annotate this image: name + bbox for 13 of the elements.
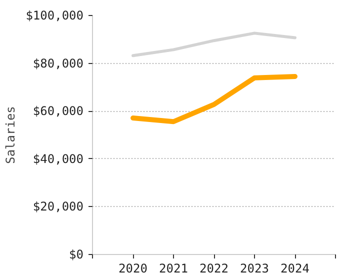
y-tick-label: $0 <box>69 248 84 262</box>
line-series <box>132 32 296 58</box>
y-tick-label: $20,000 <box>32 200 84 214</box>
y-tick-label: $100,000 <box>26 8 84 22</box>
y-tick-label: $40,000 <box>32 152 84 166</box>
x-tick-label: 2021 <box>159 262 188 275</box>
y-tick-label: $80,000 <box>32 56 84 70</box>
x-tick-label: 2023 <box>240 262 269 275</box>
x-tick-label: 2020 <box>118 262 148 275</box>
x-tick-label: 2022 <box>200 262 228 275</box>
y-tick-label: $60,000 <box>32 104 84 118</box>
x-tick-label: 2024 <box>280 262 310 275</box>
y-axis-title: Salaries <box>4 106 18 164</box>
